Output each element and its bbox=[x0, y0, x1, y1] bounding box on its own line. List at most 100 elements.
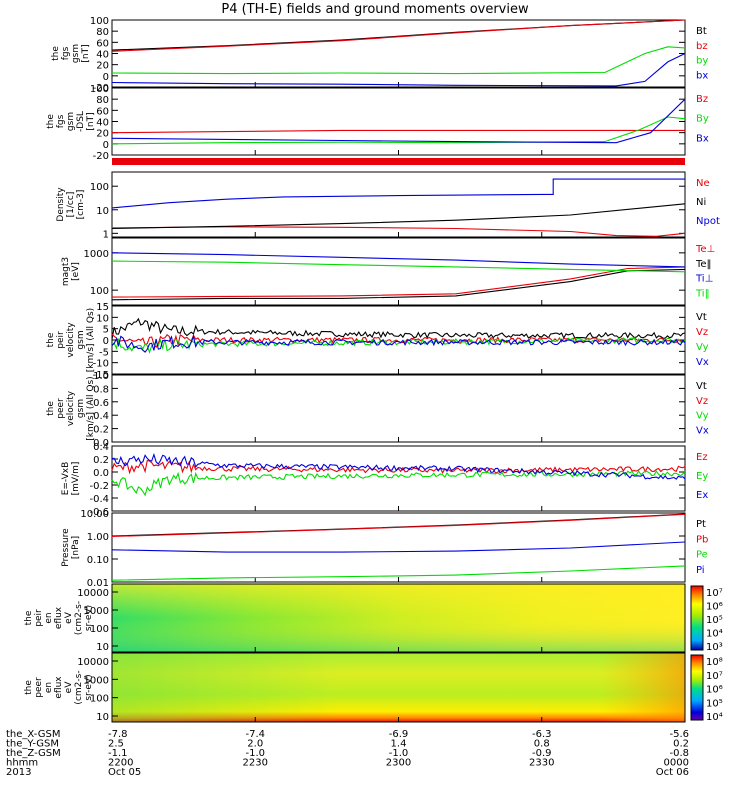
colorbar bbox=[690, 654, 704, 721]
legend-label: bx bbox=[696, 70, 708, 81]
series-line-magt3-3 bbox=[111, 260, 686, 273]
axis-row-value: -0.8 bbox=[669, 748, 689, 759]
y-axis-label-density-line: [1/cc] bbox=[66, 192, 76, 218]
y-axis-label-fgs-gsm-dsl-line: the bbox=[46, 114, 56, 129]
y-axis-label-peir-velocity-line: peir bbox=[56, 331, 66, 349]
axis-row-label: the_X-GSM bbox=[6, 729, 60, 740]
y-axis-label-peer-velocity-line: the bbox=[46, 401, 56, 416]
series-line-magt3-0 bbox=[111, 266, 686, 298]
legend-label: Pb bbox=[696, 534, 708, 545]
y-axis-label-peir-velocity-line: gsm bbox=[76, 330, 86, 349]
panel-frame-peir-velocity bbox=[111, 305, 686, 375]
axis-row-value: -1.1 bbox=[108, 748, 128, 759]
y-axis-label-peer-velocity-line: gsm bbox=[76, 399, 86, 418]
legend-label: Npot bbox=[696, 216, 720, 227]
legend-label: Pi bbox=[696, 565, 705, 576]
colorbar bbox=[690, 585, 704, 651]
y-tick-label: 100 bbox=[90, 16, 109, 27]
y-axis-label-peer-en-eflux-line: eV bbox=[64, 681, 74, 694]
y-tick-label: -15 bbox=[93, 370, 109, 381]
y-tick-label: 0.4 bbox=[93, 411, 109, 422]
y-axis-label-fgs-gsm-line: [nT] bbox=[81, 44, 91, 62]
legend-label: Vt bbox=[696, 381, 707, 392]
axis-row-value: Oct 06 bbox=[656, 767, 689, 778]
y-axis-label-peir-en-eflux-line: the bbox=[24, 610, 34, 625]
y-tick-label: 0.0 bbox=[93, 468, 109, 479]
colorbar-tick-label: 10⁷ bbox=[706, 588, 723, 599]
y-tick-label: -0.6 bbox=[89, 507, 109, 518]
y-axis-label-fgs-gsm-dsl-line: fgs bbox=[56, 114, 66, 128]
y-axis-label-peir-en-eflux-line: eV bbox=[64, 611, 74, 624]
spectrogram-shade bbox=[112, 584, 685, 652]
series-line-fgs-gsm-3 bbox=[111, 53, 686, 87]
legend-label: Ez bbox=[696, 452, 708, 463]
axis-row-value: -7.8 bbox=[108, 729, 128, 740]
legend-label: By bbox=[696, 114, 709, 125]
legend-label: Bt bbox=[696, 26, 707, 37]
separator-bar bbox=[112, 158, 685, 165]
panel-frame-pressure bbox=[111, 512, 686, 583]
legend-label: Ni bbox=[696, 197, 706, 208]
y-axis-label-peir-en-eflux-line: (cm2-s- bbox=[74, 601, 84, 635]
axis-row-value: 2230 bbox=[243, 758, 268, 769]
series-line-density-2 bbox=[111, 178, 685, 209]
axis-row-value: -1.0 bbox=[245, 748, 265, 759]
y-tick-label: 0 bbox=[103, 336, 109, 347]
y-axis-label-density: Density [1/cc] [cm-3] bbox=[56, 187, 86, 222]
y-axis-label-peir-en-eflux: the peir en eflux eV (cm2-s-sr-eV) bbox=[24, 601, 94, 635]
y-axis-label-pressure-line: Pressure bbox=[61, 528, 71, 567]
colorbar-tick-label: 10⁸ bbox=[706, 657, 723, 668]
y-axis-label-peer-velocity: the peer velocity gsm [km/s] (All Qs) bbox=[46, 376, 96, 440]
y-tick-label: 5 bbox=[103, 325, 109, 336]
y-axis-label-density-line: Density bbox=[56, 187, 66, 222]
legend-label: Vy bbox=[696, 342, 709, 353]
y-tick-label: 100 bbox=[90, 624, 109, 635]
legend-label: bz bbox=[696, 41, 708, 52]
y-axis-label-peir-velocity-line: the bbox=[46, 332, 56, 347]
y-tick-label: 100 bbox=[90, 84, 109, 95]
y-tick-label: 10 bbox=[96, 642, 109, 653]
y-tick-label: 0.6 bbox=[93, 398, 109, 409]
y-tick-label: 10 bbox=[96, 712, 109, 723]
series-line-pressure-2 bbox=[111, 565, 686, 581]
y-axis-label-density-line: [cm-3] bbox=[76, 190, 86, 220]
y-tick-label: 1.00 bbox=[87, 532, 109, 543]
y-axis-label-pressure: Pressure [nPa] bbox=[61, 528, 81, 567]
axis-row-label: hhmm bbox=[6, 758, 38, 769]
series-line-pressure-1 bbox=[111, 513, 686, 538]
y-tick-label: 1000 bbox=[84, 675, 109, 686]
series-line-fgs-gsm-dsl-0 bbox=[111, 129, 685, 134]
axis-row-value: -5.6 bbox=[669, 729, 689, 740]
colorbar-tick-label: 10⁷ bbox=[706, 671, 723, 682]
legend-label: Pt bbox=[696, 519, 706, 530]
colorbar-tick-label: 10⁶ bbox=[706, 602, 723, 613]
y-axis-label-efield-line: [mV/m] bbox=[71, 462, 81, 496]
y-axis-label-peer-velocity-line: peer bbox=[56, 398, 66, 419]
panel-frame-peer-velocity bbox=[111, 374, 686, 443]
legend-label: Vx bbox=[696, 357, 709, 368]
y-tick-label: 10000 bbox=[77, 588, 109, 599]
y-tick-label: 0.8 bbox=[93, 384, 109, 395]
legend-label: Ey bbox=[696, 471, 708, 482]
y-axis-label-efield: E=-VxB [mV/m] bbox=[61, 462, 81, 496]
axis-row-value: 2300 bbox=[386, 758, 411, 769]
y-tick-label: 0 bbox=[103, 140, 109, 151]
legend-label: Vx bbox=[696, 425, 709, 436]
axis-row-value: 0.8 bbox=[534, 739, 550, 750]
spectrogram-shade bbox=[112, 653, 685, 722]
axis-row-value: -1.0 bbox=[389, 748, 409, 759]
y-tick-label: 100 bbox=[90, 286, 109, 297]
colorbar-tick-label: 10⁵ bbox=[706, 698, 723, 709]
y-tick-label: 10.00 bbox=[80, 509, 109, 520]
colorbar-tick-label: 10³ bbox=[706, 642, 723, 653]
y-axis-label-peer-en-eflux-line: sr-eV) bbox=[84, 674, 94, 700]
series-line-efield-1 bbox=[111, 470, 686, 497]
y-axis-label-fgs-gsm: the fgs gsm [nT] bbox=[51, 44, 91, 63]
y-axis-label-peir-velocity-line: [km/s] (All Qs) bbox=[86, 308, 96, 372]
axis-row-value: -6.3 bbox=[532, 729, 552, 740]
y-tick-label: 15 bbox=[96, 302, 109, 313]
y-tick-label: 0.2 bbox=[93, 425, 109, 436]
y-axis-label-peer-velocity-line: velocity bbox=[66, 390, 76, 426]
series-line-fgs-gsm-dsl-2 bbox=[111, 98, 686, 144]
